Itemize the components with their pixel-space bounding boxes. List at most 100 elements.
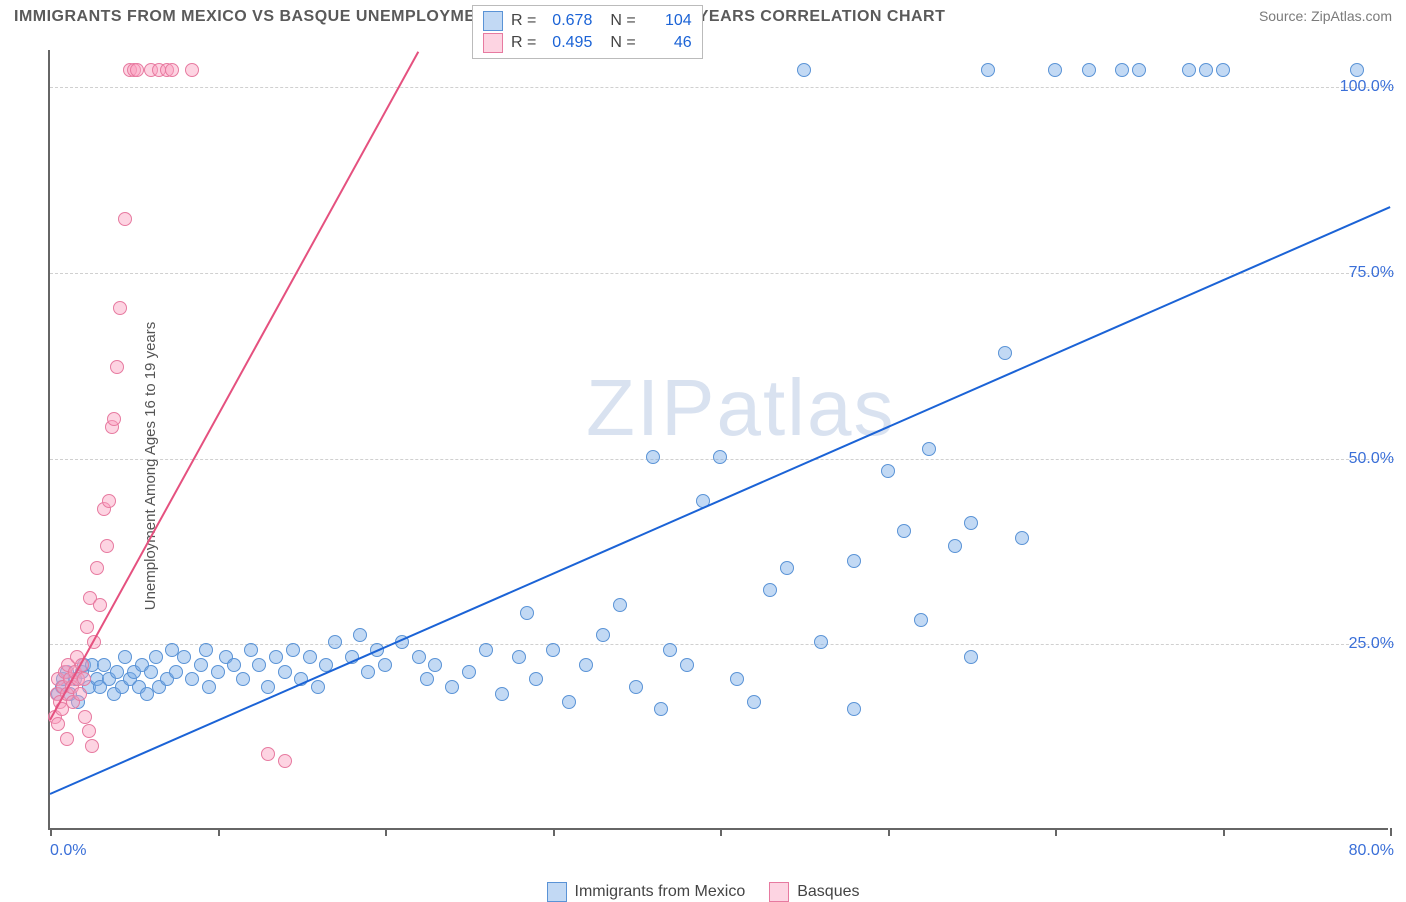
data-point	[964, 650, 978, 664]
x-tick-mark	[720, 828, 722, 836]
data-point	[646, 450, 660, 464]
gridline	[50, 87, 1394, 88]
legend-row: R = 0.678 N = 104	[483, 10, 692, 32]
data-point	[211, 665, 225, 679]
legend-r-value: 0.495	[544, 34, 592, 52]
legend-n-value: 46	[644, 34, 692, 52]
trend-line	[49, 51, 419, 721]
data-point	[185, 672, 199, 686]
data-point	[445, 680, 459, 694]
legend-r-label: R =	[511, 12, 536, 30]
data-point	[948, 539, 962, 553]
data-point	[60, 732, 74, 746]
data-point	[303, 650, 317, 664]
data-point	[177, 650, 191, 664]
data-point	[361, 665, 375, 679]
data-point	[244, 643, 258, 657]
x-tick-label-right: 80.0%	[1349, 842, 1394, 860]
data-point	[1132, 63, 1146, 77]
data-point	[100, 539, 114, 553]
x-tick-mark	[50, 828, 52, 836]
y-tick-label: 25.0%	[1341, 635, 1394, 653]
data-point	[118, 212, 132, 226]
data-point	[1048, 63, 1062, 77]
data-point	[1115, 63, 1129, 77]
data-point	[199, 643, 213, 657]
legend-swatch	[483, 11, 503, 31]
data-point	[82, 724, 96, 738]
data-point	[236, 672, 250, 686]
data-point	[479, 643, 493, 657]
data-point	[763, 583, 777, 597]
legend-r-label: R =	[511, 34, 536, 52]
x-tick-mark	[1223, 828, 1225, 836]
data-point	[149, 650, 163, 664]
data-point	[680, 658, 694, 672]
data-point	[663, 643, 677, 657]
legend-swatch	[769, 882, 789, 902]
chart-area: Unemployment Among Ages 16 to 19 years Z…	[0, 40, 1406, 892]
legend-series-name: Basques	[797, 883, 859, 901]
data-point	[97, 658, 111, 672]
data-point	[110, 665, 124, 679]
data-point	[529, 672, 543, 686]
data-point	[998, 346, 1012, 360]
y-tick-label: 50.0%	[1341, 450, 1394, 468]
data-point	[278, 754, 292, 768]
x-tick-mark	[1055, 828, 1057, 836]
data-point	[110, 360, 124, 374]
x-tick-mark	[888, 828, 890, 836]
data-point	[814, 635, 828, 649]
data-point	[169, 665, 183, 679]
data-point	[311, 680, 325, 694]
legend-n-value: 104	[644, 12, 692, 30]
chart-source: Source: ZipAtlas.com	[1259, 8, 1392, 24]
data-point	[353, 628, 367, 642]
data-point	[286, 643, 300, 657]
x-tick-mark	[553, 828, 555, 836]
data-point	[981, 63, 995, 77]
legend-r-value: 0.678	[544, 12, 592, 30]
data-point	[107, 412, 121, 426]
data-point	[1350, 63, 1364, 77]
data-point	[78, 710, 92, 724]
data-point	[165, 63, 179, 77]
legend-row: R = 0.495 N = 46	[483, 32, 692, 54]
data-point	[93, 598, 107, 612]
data-point	[85, 739, 99, 753]
data-point	[914, 613, 928, 627]
data-point	[964, 516, 978, 530]
data-point	[378, 658, 392, 672]
data-point	[747, 695, 761, 709]
bottom-legend: Immigrants from MexicoBasques	[0, 882, 1406, 902]
data-point	[713, 450, 727, 464]
legend-n-label: N =	[610, 34, 635, 52]
x-tick-mark	[385, 828, 387, 836]
data-point	[194, 658, 208, 672]
data-point	[278, 665, 292, 679]
data-point	[797, 63, 811, 77]
data-point	[579, 658, 593, 672]
data-point	[227, 658, 241, 672]
data-point	[420, 672, 434, 686]
data-point	[77, 672, 91, 686]
data-point	[495, 687, 509, 701]
data-point	[90, 561, 104, 575]
data-point	[130, 63, 144, 77]
data-point	[730, 672, 744, 686]
data-point	[328, 635, 342, 649]
data-point	[261, 680, 275, 694]
data-point	[185, 63, 199, 77]
data-point	[512, 650, 526, 664]
data-point	[252, 658, 266, 672]
x-tick-label-left: 0.0%	[50, 842, 86, 860]
legend-n-label: N =	[610, 12, 635, 30]
y-tick-label: 75.0%	[1341, 264, 1394, 282]
x-tick-mark	[1390, 828, 1392, 836]
data-point	[428, 658, 442, 672]
data-point	[113, 301, 127, 315]
data-point	[629, 680, 643, 694]
data-point	[897, 524, 911, 538]
data-point	[73, 687, 87, 701]
watermark: ZIPatlas	[586, 362, 895, 454]
